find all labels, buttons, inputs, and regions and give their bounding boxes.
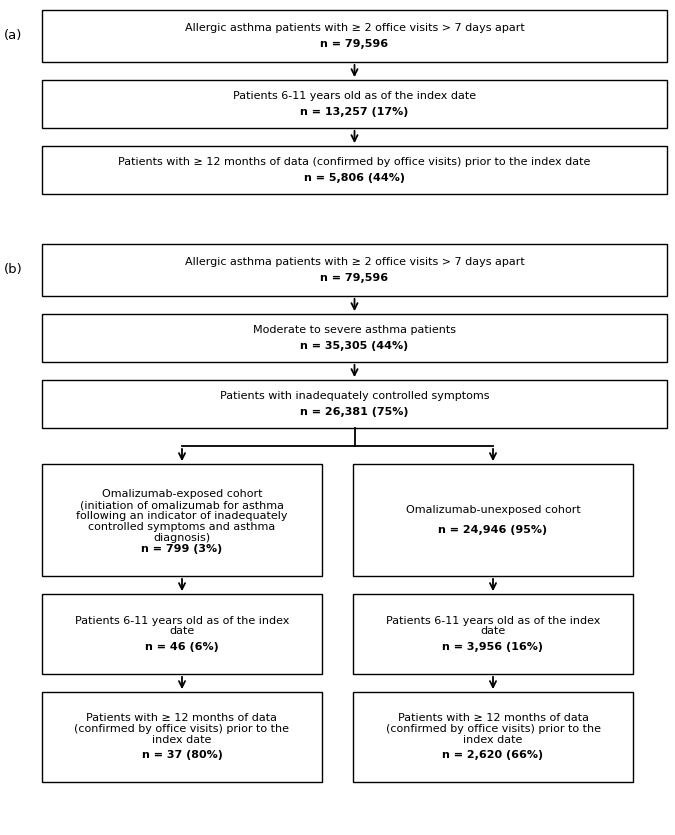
Bar xyxy=(353,692,633,782)
Text: Patients 6-11 years old as of the index: Patients 6-11 years old as of the index xyxy=(75,615,289,625)
Text: (b): (b) xyxy=(3,264,22,276)
Text: (a): (a) xyxy=(4,29,22,43)
Text: Allergic asthma patients with ≥ 2 office visits > 7 days apart: Allergic asthma patients with ≥ 2 office… xyxy=(185,23,524,33)
Text: n = 35,305 (44%): n = 35,305 (44%) xyxy=(300,341,408,351)
Text: n = 46 (6%): n = 46 (6%) xyxy=(145,641,219,651)
Text: (initiation of omalizumab for asthma: (initiation of omalizumab for asthma xyxy=(80,500,284,510)
Text: Patients with inadequately controlled symptoms: Patients with inadequately controlled sy… xyxy=(220,391,489,401)
Text: index date: index date xyxy=(463,735,522,745)
Text: n = 26,381 (75%): n = 26,381 (75%) xyxy=(300,407,409,417)
Bar xyxy=(353,464,633,576)
Text: n = 799 (3%): n = 799 (3%) xyxy=(141,544,223,554)
Text: Omalizumab-unexposed cohort: Omalizumab-unexposed cohort xyxy=(406,505,580,515)
Text: n = 13,257 (17%): n = 13,257 (17%) xyxy=(300,107,408,117)
Text: n = 24,946 (95%): n = 24,946 (95%) xyxy=(439,525,547,535)
Bar xyxy=(42,314,667,362)
Bar xyxy=(42,244,667,296)
Bar xyxy=(42,692,322,782)
Bar xyxy=(42,10,667,62)
Text: Patients with ≥ 12 months of data: Patients with ≥ 12 months of data xyxy=(398,713,589,723)
Text: Patients with ≥ 12 months of data: Patients with ≥ 12 months of data xyxy=(86,713,277,723)
Text: n = 3,956 (16%): n = 3,956 (16%) xyxy=(443,641,543,651)
Text: n = 37 (80%): n = 37 (80%) xyxy=(142,750,223,760)
Bar xyxy=(42,464,322,576)
Text: diagnosis): diagnosis) xyxy=(153,533,211,543)
Bar xyxy=(42,80,667,128)
Text: following an indicator of inadequately: following an indicator of inadequately xyxy=(76,511,288,521)
Text: Moderate to severe asthma patients: Moderate to severe asthma patients xyxy=(253,325,456,335)
Bar xyxy=(42,146,667,194)
Text: (confirmed by office visits) prior to the: (confirmed by office visits) prior to th… xyxy=(385,724,601,734)
Text: n = 5,806 (44%): n = 5,806 (44%) xyxy=(304,173,405,183)
Text: Patients 6-11 years old as of the index: Patients 6-11 years old as of the index xyxy=(386,615,600,625)
Bar xyxy=(42,594,322,674)
Text: n = 2,620 (66%): n = 2,620 (66%) xyxy=(442,750,543,760)
Text: Omalizumab-exposed cohort: Omalizumab-exposed cohort xyxy=(102,489,263,499)
Text: index date: index date xyxy=(153,735,212,745)
Text: Patients 6-11 years old as of the index date: Patients 6-11 years old as of the index … xyxy=(233,91,476,101)
Bar xyxy=(42,380,667,428)
Text: controlled symptoms and asthma: controlled symptoms and asthma xyxy=(88,522,275,532)
Bar xyxy=(353,594,633,674)
Text: date: date xyxy=(169,626,194,636)
Text: Patients with ≥ 12 months of data (confirmed by office visits) prior to the inde: Patients with ≥ 12 months of data (confi… xyxy=(118,157,591,167)
Text: date: date xyxy=(481,626,506,636)
Text: Allergic asthma patients with ≥ 2 office visits > 7 days apart: Allergic asthma patients with ≥ 2 office… xyxy=(185,257,524,267)
Text: n = 79,596: n = 79,596 xyxy=(321,39,389,49)
Text: (confirmed by office visits) prior to the: (confirmed by office visits) prior to th… xyxy=(74,724,290,734)
Text: n = 79,596: n = 79,596 xyxy=(321,273,389,283)
